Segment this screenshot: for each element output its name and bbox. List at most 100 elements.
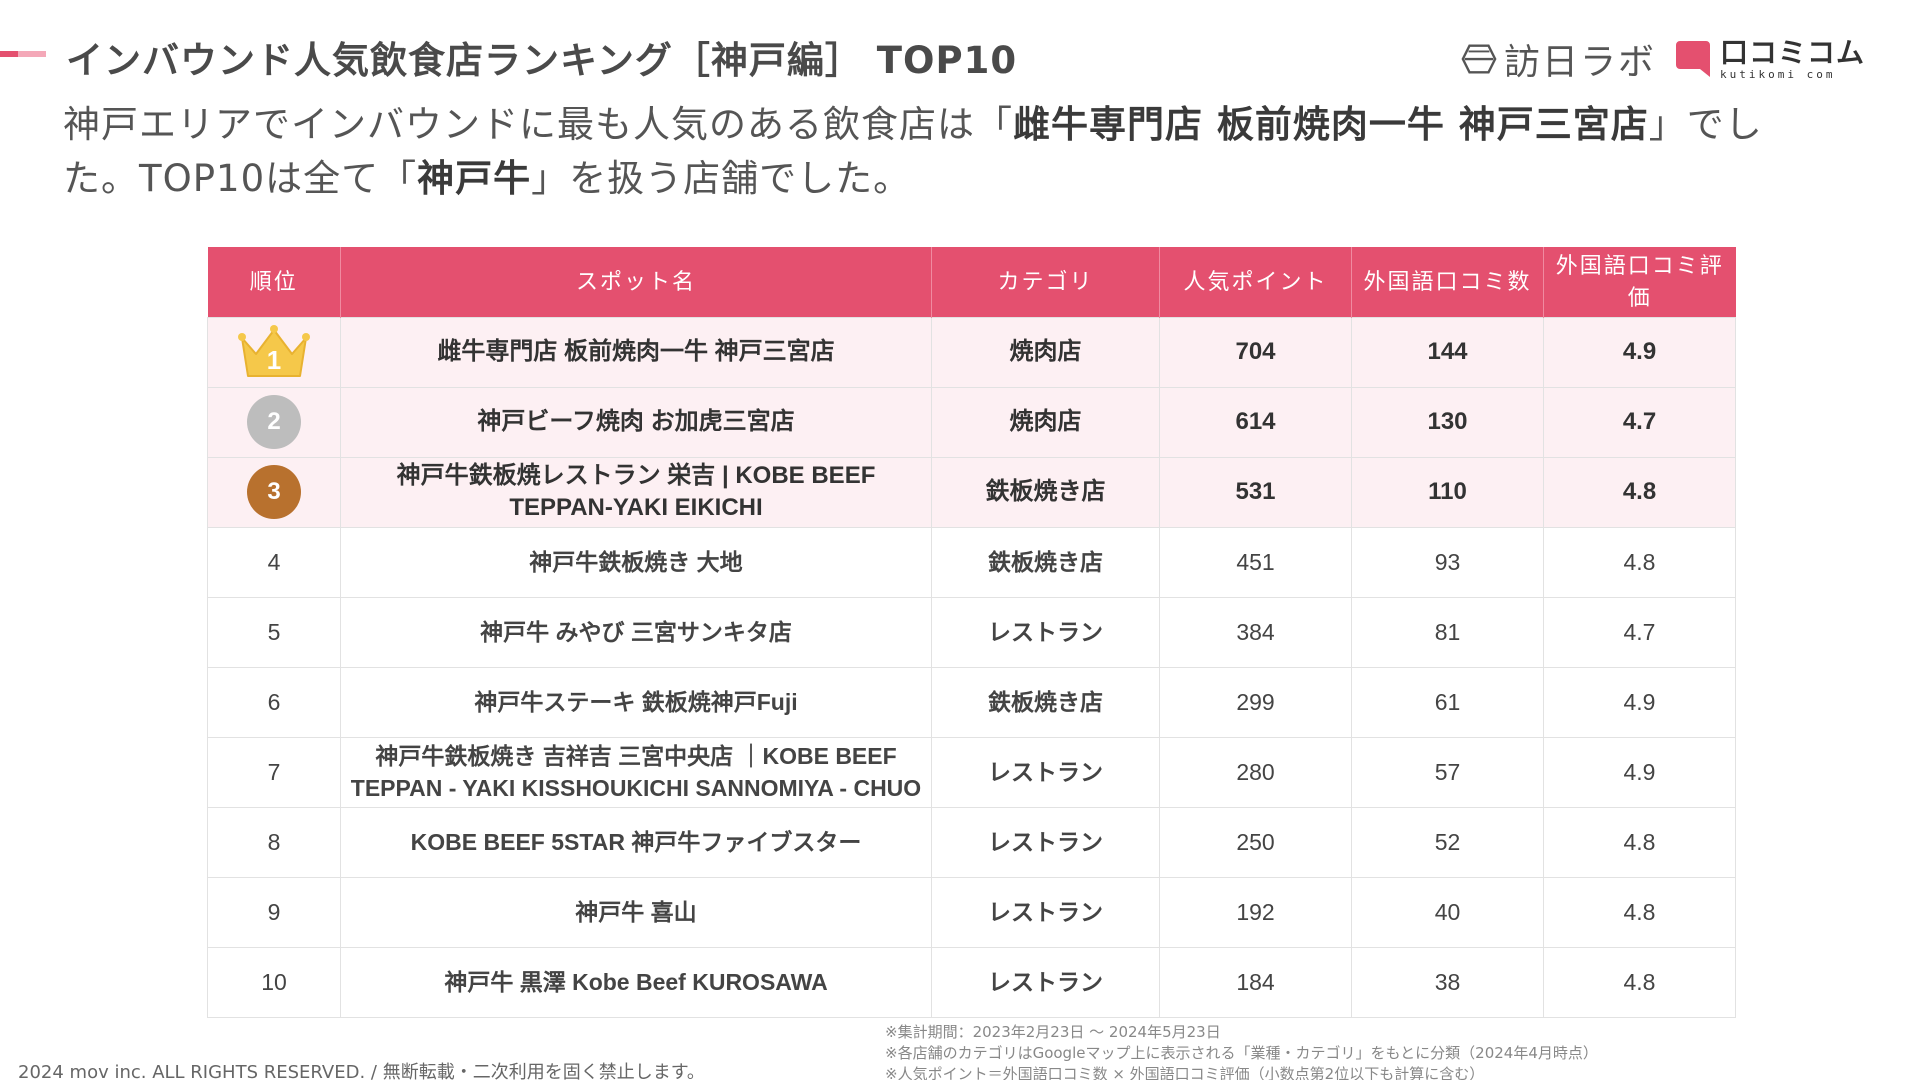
category-cell: レストラン: [931, 736, 1160, 808]
rank-cell: 8: [207, 806, 341, 878]
spot-name-cell: 神戸牛 喜山: [340, 876, 932, 948]
review-count-cell: 40: [1351, 876, 1544, 948]
houni-labo-text: 訪日ラボ: [1504, 42, 1657, 83]
review-count-cell: 52: [1351, 806, 1544, 878]
rating-cell: 4.8: [1543, 946, 1736, 1018]
category-cell: 鉄板焼き店: [931, 456, 1160, 528]
copyright: 2024 mov inc. ALL RIGHTS RESERVED. / 無断転…: [18, 1062, 705, 1080]
table-row: 7 神戸牛鉄板焼き 吉祥吉 三宮中央店 ｜KOBE BEEF TEPPAN - …: [207, 736, 1736, 808]
spot-name-cell: 神戸牛鉄板焼き 大地: [340, 526, 932, 598]
speech-bubble-icon: [1676, 41, 1711, 77]
lead-highlight-kobe-beef: 神戸牛: [417, 157, 532, 200]
category-cell: 焼肉店: [931, 316, 1160, 388]
rating-cell: 4.8: [1543, 526, 1736, 598]
rank-cell: 4: [207, 526, 341, 598]
review-count-cell: 130: [1351, 386, 1544, 458]
page-title: インバウンド人気飲食店ランキング［神戸編］ TOP10: [66, 39, 1018, 82]
spot-name-cell: 雌牛専門店 板前焼肉一牛 神戸三宮店: [340, 316, 932, 388]
rating-cell: 4.8: [1543, 876, 1736, 948]
points-cell: 704: [1159, 316, 1352, 388]
spot-name-cell: 神戸牛 みやび 三宮サンキタ店: [340, 596, 932, 668]
rating-cell: 4.9: [1543, 316, 1736, 388]
points-cell: 184: [1159, 946, 1352, 1018]
rating-cell: 4.9: [1543, 666, 1736, 738]
spot-name-cell: 神戸ビーフ焼肉 お加虎三宮店: [340, 386, 932, 458]
table-header-row: 順位 スポット名 カテゴリ 人気ポイント 外国語口コミ数 外国語口コミ評価: [207, 247, 1736, 317]
category-cell: 鉄板焼き店: [931, 666, 1160, 738]
points-cell: 451: [1159, 526, 1352, 598]
header-foreign-review-count: 外国語口コミ数: [1351, 247, 1544, 317]
table-row: 5 神戸牛 みやび 三宮サンキタ店 レストラン 384 81 4.7: [207, 596, 1736, 668]
houni-labo-logo: 訪日ラボ: [1460, 33, 1656, 85]
footnotes: ※集計期間：2023年2月23日 〜 2024年5月23日 ※各店舗のカテゴリは…: [885, 1022, 1598, 1080]
footnote-period: ※集計期間：2023年2月23日 〜 2024年5月23日: [885, 1023, 1221, 1041]
header-foreign-review-rating: 外国語口コミ評価: [1543, 247, 1736, 317]
logo-area: 訪日ラボ 口コミコム kutikomi com: [1460, 34, 1865, 84]
table-row: 6 神戸牛ステーキ 鉄板焼神戸Fuji 鉄板焼き店 299 61 4.9: [207, 666, 1736, 738]
points-cell: 250: [1159, 806, 1352, 878]
review-count-cell: 57: [1351, 736, 1544, 808]
points-cell: 531: [1159, 456, 1352, 528]
rank-cell: 9: [207, 876, 341, 948]
table-row: 3 神戸牛鉄板焼レストラン 栄吉 | KOBE BEEF TEPPAN-YAKI…: [207, 456, 1736, 528]
rank-number: 2: [267, 408, 281, 435]
rank-number: 3: [267, 478, 281, 505]
review-count-cell: 144: [1351, 316, 1544, 388]
points-cell: 299: [1159, 666, 1352, 738]
lead-text-part: 」を扱う店舗でした。: [531, 157, 912, 200]
table-row: 9 神戸牛 喜山 レストラン 192 40 4.8: [207, 876, 1736, 948]
bronze-medal-icon: 3: [247, 465, 301, 519]
rating-cell: 4.9: [1543, 736, 1736, 808]
points-cell: 384: [1159, 596, 1352, 668]
kuchikomi-logo: 口コミコム kutikomi com: [1676, 35, 1866, 81]
gold-crown-icon: 1: [234, 324, 314, 380]
lead-highlight-top-restaurant: 雌牛専門店 板前焼肉一牛 神戸三宮店: [1013, 103, 1649, 146]
category-cell: レストラン: [931, 946, 1160, 1018]
points-cell: 280: [1159, 736, 1352, 808]
points-cell: 192: [1159, 876, 1352, 948]
rank-cell: 10: [207, 946, 341, 1018]
review-count-cell: 81: [1351, 596, 1544, 668]
houni-labo-icon: [1461, 44, 1497, 74]
kuchikomi-subtext: kutikomi com: [1720, 67, 1836, 81]
title-accent-bar: [0, 51, 46, 57]
review-count-cell: 61: [1351, 666, 1544, 738]
ranking-table: 順位 スポット名 カテゴリ 人気ポイント 外国語口コミ数 外国語口コミ評価 1: [207, 247, 1736, 1018]
footnote-category: ※各店舗のカテゴリはGoogleマップ上に表示される「業種・カテゴリ」をもとに分…: [885, 1044, 1598, 1062]
spot-name-cell: 神戸牛ステーキ 鉄板焼神戸Fuji: [340, 666, 932, 738]
lead-text-part: 神戸エリアでインバウンドに最も人気のある飲食店は「: [63, 103, 1013, 146]
category-cell: レストラン: [931, 596, 1160, 668]
header-rank: 順位: [207, 247, 341, 317]
table-row: 2 神戸ビーフ焼肉 お加虎三宮店 焼肉店 614 130 4.7: [207, 386, 1736, 458]
review-count-cell: 110: [1351, 456, 1544, 528]
category-cell: 焼肉店: [931, 386, 1160, 458]
spot-name-cell: 神戸牛鉄板焼き 吉祥吉 三宮中央店 ｜KOBE BEEF TEPPAN - YA…: [340, 736, 932, 808]
rank-cell: 1: [207, 316, 341, 388]
category-cell: レストラン: [931, 876, 1160, 948]
rating-cell: 4.8: [1543, 456, 1736, 528]
review-count-cell: 38: [1351, 946, 1544, 1018]
rating-cell: 4.8: [1543, 806, 1736, 878]
spot-name-cell: KOBE BEEF 5STAR 神戸牛ファイブスター: [340, 806, 932, 878]
rank-number: 1: [266, 345, 282, 375]
spot-name-cell: 神戸牛 黒澤 Kobe Beef KUROSAWA: [340, 946, 932, 1018]
table-row: 4 神戸牛鉄板焼き 大地 鉄板焼き店 451 93 4.8: [207, 526, 1736, 598]
table-row: 8 KOBE BEEF 5STAR 神戸牛ファイブスター レストラン 250 5…: [207, 806, 1736, 878]
rating-cell: 4.7: [1543, 386, 1736, 458]
lead-text-part: 」でした。TOP10は全て「: [63, 103, 1763, 200]
rank-cell: 3: [207, 456, 341, 528]
review-count-cell: 93: [1351, 526, 1544, 598]
points-cell: 614: [1159, 386, 1352, 458]
lead-text: 神戸エリアでインバウンドに最も人気のある飲食店は「雌牛専門店 板前焼肉一牛 神戸…: [63, 98, 1823, 206]
kuchikomi-text: 口コミコム: [1720, 35, 1866, 69]
table-row: 10 神戸牛 黒澤 Kobe Beef KUROSAWA レストラン 184 3…: [207, 946, 1736, 1018]
rating-cell: 4.7: [1543, 596, 1736, 668]
spot-name-cell: 神戸牛鉄板焼レストラン 栄吉 | KOBE BEEF TEPPAN-YAKI E…: [340, 456, 932, 528]
header-spot-name: スポット名: [340, 247, 932, 317]
table-row: 1 雌牛専門店 板前焼肉一牛 神戸三宮店 焼肉店 704 144 4.9: [207, 316, 1736, 388]
category-cell: レストラン: [931, 806, 1160, 878]
rank-cell: 2: [207, 386, 341, 458]
footnote-points-formula: ※人気ポイント＝外国語口コミ数 × 外国語口コミ評価（小数点第2位以下も計算に含…: [885, 1065, 1485, 1080]
header-popularity-points: 人気ポイント: [1159, 247, 1352, 317]
rank-cell: 7: [207, 736, 341, 808]
